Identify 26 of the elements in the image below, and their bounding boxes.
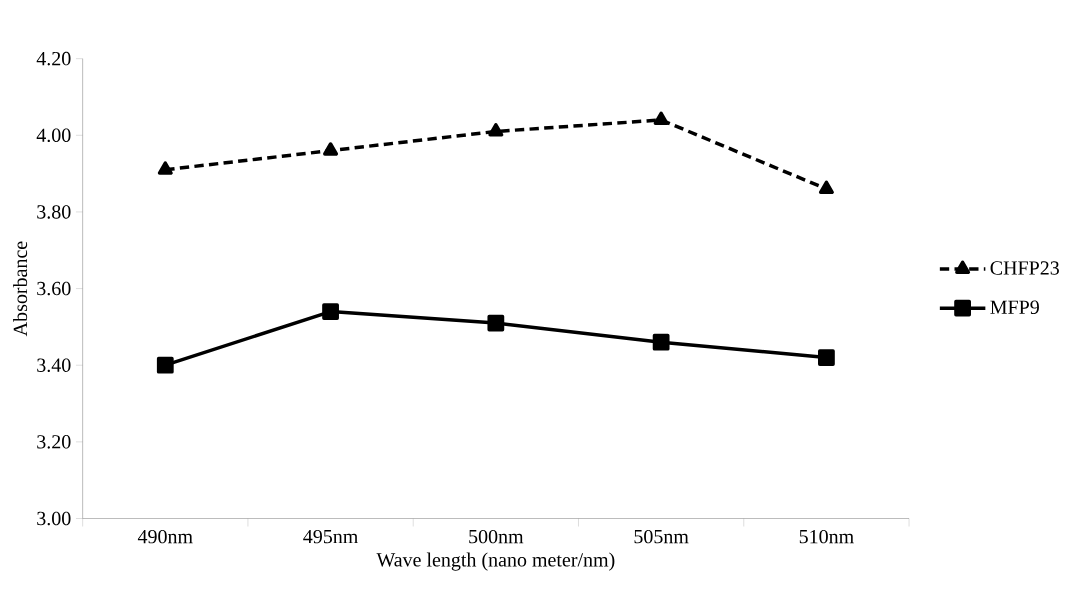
point — [157, 161, 173, 175]
x-tick-label: 495nm — [303, 529, 359, 544]
point — [488, 123, 504, 137]
x-tick-label: 510nm — [799, 529, 854, 544]
point — [323, 142, 339, 156]
legend-label: CHFP23 — [990, 261, 1059, 275]
point — [156, 356, 174, 374]
x-tick-label: 490nm — [137, 529, 193, 544]
y-tick-label: 4.00 — [36, 128, 71, 143]
point — [487, 314, 505, 332]
y-tick-label: 3.20 — [37, 435, 71, 449]
point — [653, 111, 669, 126]
y-tick-label: 3.00 — [37, 511, 71, 526]
x-tick-label: 505nm — [634, 529, 689, 544]
x-tick-label: 500nm — [469, 529, 524, 544]
y-tick-label: 4.20 — [36, 51, 71, 66]
point — [652, 333, 670, 351]
point — [818, 180, 834, 195]
point — [818, 349, 835, 367]
y-tick-label: 3.80 — [37, 205, 71, 219]
y-tick-label: 3.40 — [37, 358, 71, 373]
legend-label: MFP9 — [990, 300, 1039, 315]
point — [322, 303, 339, 321]
y-axis-title: Absorbance — [13, 241, 28, 337]
y-tick-label: 3.60 — [37, 281, 71, 296]
x-axis-title: Wave length (nano meter/nm) — [376, 552, 615, 571]
